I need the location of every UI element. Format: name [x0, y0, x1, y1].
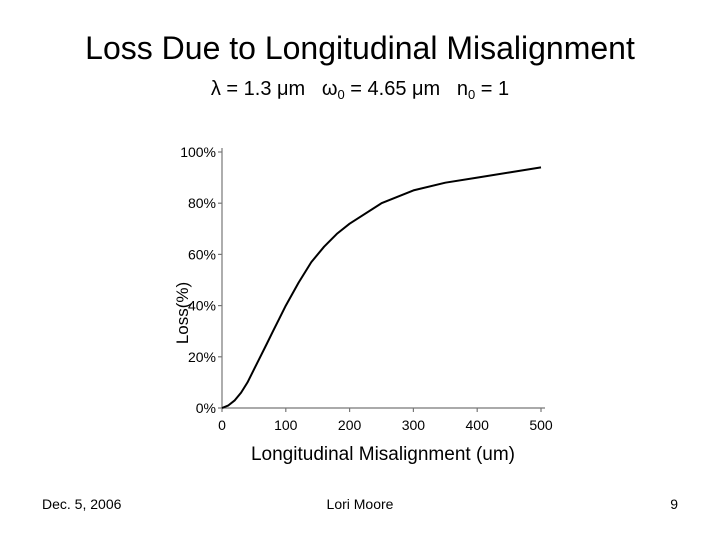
chart-ticks: 0% 20% 40% 60% 80% 100% 0 100 200 300 400 500 [180, 144, 553, 433]
x-tick-label: 0 [218, 417, 226, 433]
spot-size-subscript: 0 [337, 87, 345, 102]
x-tick-label: 200 [338, 417, 362, 433]
footer-date: Dec. 5, 2006 [42, 496, 122, 512]
chart-series [221, 166, 542, 409]
x-tick-label: 500 [529, 417, 553, 433]
y-tick-label: 0% [196, 400, 216, 416]
x-tick-label: 400 [466, 417, 490, 433]
y-tick-label: 40% [188, 298, 216, 314]
refractive-index-param: n0 = 1 [456, 78, 510, 102]
y-tick-label: 20% [188, 349, 216, 365]
slide-title: Loss Due to Longitudinal Misalignment [85, 30, 635, 66]
refractive-index-subscript: 0 [467, 87, 476, 102]
wavelength-param: λ = 1.3 μm [210, 78, 306, 100]
x-tick-label: 100 [274, 417, 298, 433]
slide-parameters: λ = 1.3 μm ω0 = 4.65 μm n0 = 1 [0, 78, 720, 101]
footer-author: Lori Moore [326, 496, 394, 512]
chart-axes [221, 148, 545, 409]
spot-size-symbol: ω [321, 78, 338, 100]
y-tick-label: 100% [180, 144, 216, 160]
refractive-index-value: = 1 [475, 78, 510, 100]
spot-size-param: ω0 = 4.65 μm [321, 78, 441, 102]
refractive-index-symbol: n [456, 78, 468, 100]
footer-page-number: 9 [670, 496, 678, 512]
y-axis-label: Loss(%) [173, 282, 192, 344]
x-axis-label: Longitudinal Misalignment (um) [251, 444, 515, 465]
loss-curve-line [221, 166, 542, 409]
y-tick-label: 80% [188, 195, 216, 211]
spot-size-value: = 4.65 μm [344, 78, 441, 100]
x-tick-label: 300 [402, 417, 426, 433]
y-tick-label: 60% [188, 246, 216, 262]
